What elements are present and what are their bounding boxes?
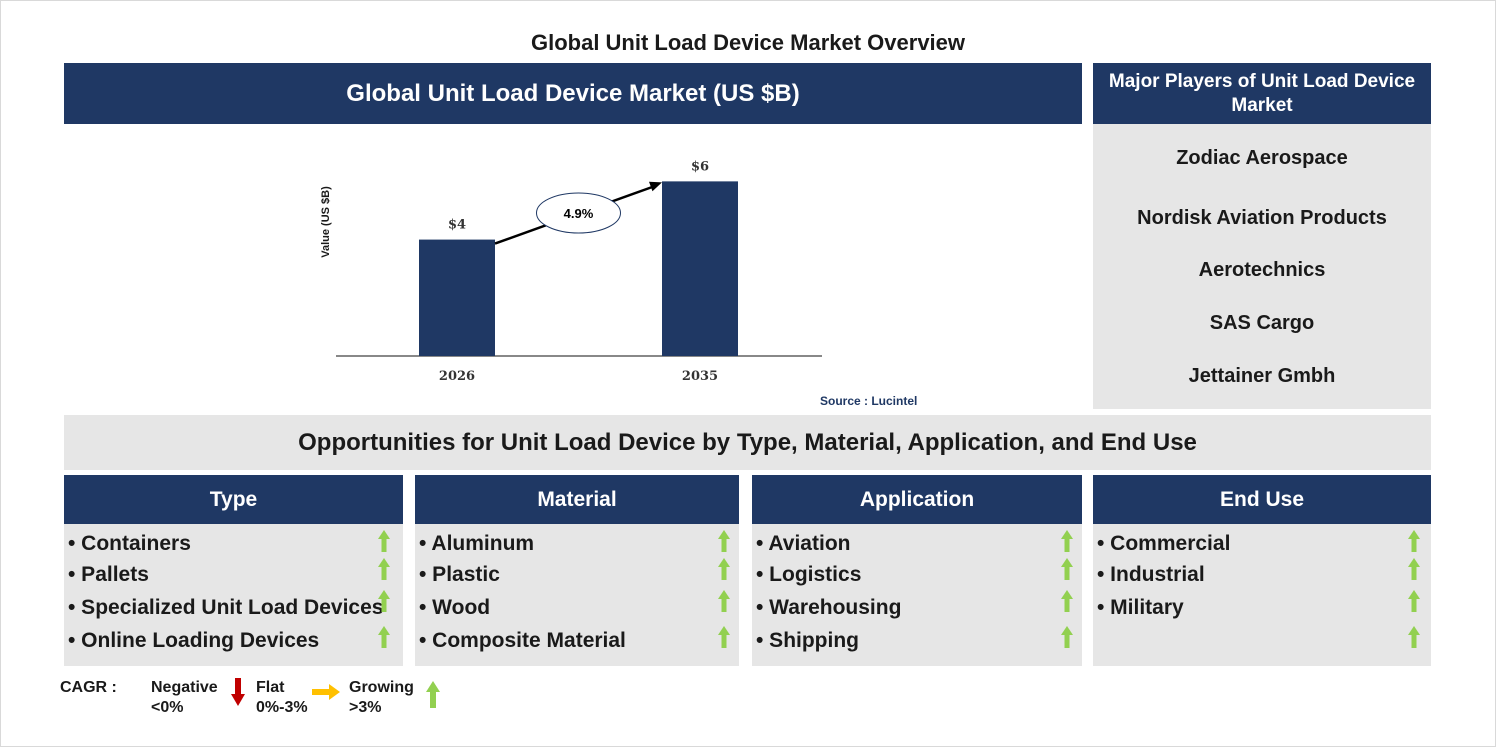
up-arrow-icon — [1061, 590, 1073, 617]
segment-item: • Logistics — [756, 563, 862, 586]
segment-body-end-use: • Commercial • Industrial • Military — [1093, 524, 1431, 666]
segment-item: • Specialized Unit Load Devices — [68, 596, 384, 619]
down-arrow-icon — [231, 678, 245, 706]
segment-item: • Industrial — [1097, 563, 1205, 586]
player-name: SAS Cargo — [1209, 312, 1315, 334]
player-name: Aerotechnics — [1198, 259, 1326, 281]
segment-item: • Plastic — [419, 563, 500, 586]
page-title: Global Unit Load Device Market Overview — [530, 30, 966, 55]
chart-header: Global Unit Load Device Market (US $B) — [64, 63, 1082, 124]
up-arrow-icon — [378, 626, 390, 653]
segment-item: • Military — [1097, 596, 1184, 619]
growth-arrowhead-icon — [649, 181, 662, 192]
segment-item: • Aviation — [756, 532, 851, 555]
legend-flat-name: Flat — [256, 679, 285, 696]
segment-header-type: Type — [64, 475, 403, 524]
cagr-label: 4.9% — [564, 206, 594, 221]
data-label: $6 — [691, 159, 709, 174]
up-arrow-icon — [1408, 626, 1420, 653]
up-arrow-icon — [718, 530, 730, 557]
x-tick-label: 2026 — [439, 369, 475, 384]
x-tick-label: 2035 — [682, 369, 718, 384]
segment-body-application: • Aviation • Logistics • Warehousing • S… — [752, 524, 1082, 666]
up-arrow-icon — [718, 558, 730, 585]
right-arrow-icon — [312, 684, 340, 700]
legend-growing-range: >3% — [349, 699, 382, 716]
legend-growing-name: Growing — [349, 679, 414, 696]
up-arrow-icon — [1061, 558, 1073, 585]
players-list: Zodiac Aerospace Nordisk Aviation Produc… — [1093, 124, 1431, 409]
up-arrow-icon — [1408, 530, 1420, 557]
legend-flat-range: 0%-3% — [256, 699, 308, 716]
up-arrow-icon — [378, 590, 390, 617]
legend-negative: Negative <0% — [151, 678, 218, 718]
segment-item: • Containers — [68, 532, 191, 555]
up-arrow-icon — [1061, 626, 1073, 653]
segment-header-end-use: End Use — [1093, 475, 1431, 524]
segment-item: • Aluminum — [419, 532, 535, 555]
bar-2035 — [662, 181, 738, 356]
segment-item: • Shipping — [756, 629, 860, 652]
source-note: Source : Lucintel — [820, 394, 918, 408]
player-name: Zodiac Aerospace — [1176, 147, 1348, 169]
segment-item: • Wood — [419, 596, 491, 619]
up-arrow-icon — [1408, 558, 1420, 585]
legend-flat: Flat 0%-3% — [256, 678, 308, 718]
segment-item: • Pallets — [68, 563, 149, 586]
legend-label: CAGR : — [60, 679, 117, 696]
segment-body-type: • Containers • Pallets • Specialized Uni… — [64, 524, 403, 666]
opportunities-banner: Opportunities for Unit Load Device by Ty… — [64, 415, 1431, 470]
segment-header-application: Application — [752, 475, 1082, 524]
up-arrow-icon — [1061, 530, 1073, 557]
legend-negative-range: <0% — [151, 699, 184, 716]
players-header: Major Players of Unit Load Device Market — [1093, 63, 1431, 124]
bar-2026 — [419, 239, 495, 356]
legend-negative-name: Negative — [151, 679, 218, 696]
y-axis-label: Value (US $B) — [320, 186, 332, 258]
up-arrow-icon — [426, 681, 440, 708]
legend-growing: Growing >3% — [349, 678, 414, 718]
segment-item: • Warehousing — [756, 596, 902, 619]
up-arrow-icon — [1408, 590, 1420, 617]
up-arrow-icon — [718, 590, 730, 617]
player-name: Nordisk Aviation Products — [1137, 207, 1387, 229]
player-name: Jettainer Gmbh — [1188, 365, 1336, 387]
segment-header-material: Material — [415, 475, 739, 524]
up-arrow-icon — [378, 558, 390, 585]
bar-chart: Value (US $B) $4 2026 $6 2035 4.9% — [320, 159, 822, 384]
segment-item: • Online Loading Devices — [68, 629, 320, 652]
segment-item: • Composite Material — [419, 629, 626, 652]
up-arrow-icon — [378, 530, 390, 557]
cagr-bubble — [536, 192, 621, 234]
segment-body-material: • Aluminum • Plastic • Wood • Composite … — [415, 524, 739, 666]
data-label: $4 — [448, 218, 466, 233]
up-arrow-icon — [718, 626, 730, 653]
segment-item: • Commercial — [1097, 532, 1231, 555]
